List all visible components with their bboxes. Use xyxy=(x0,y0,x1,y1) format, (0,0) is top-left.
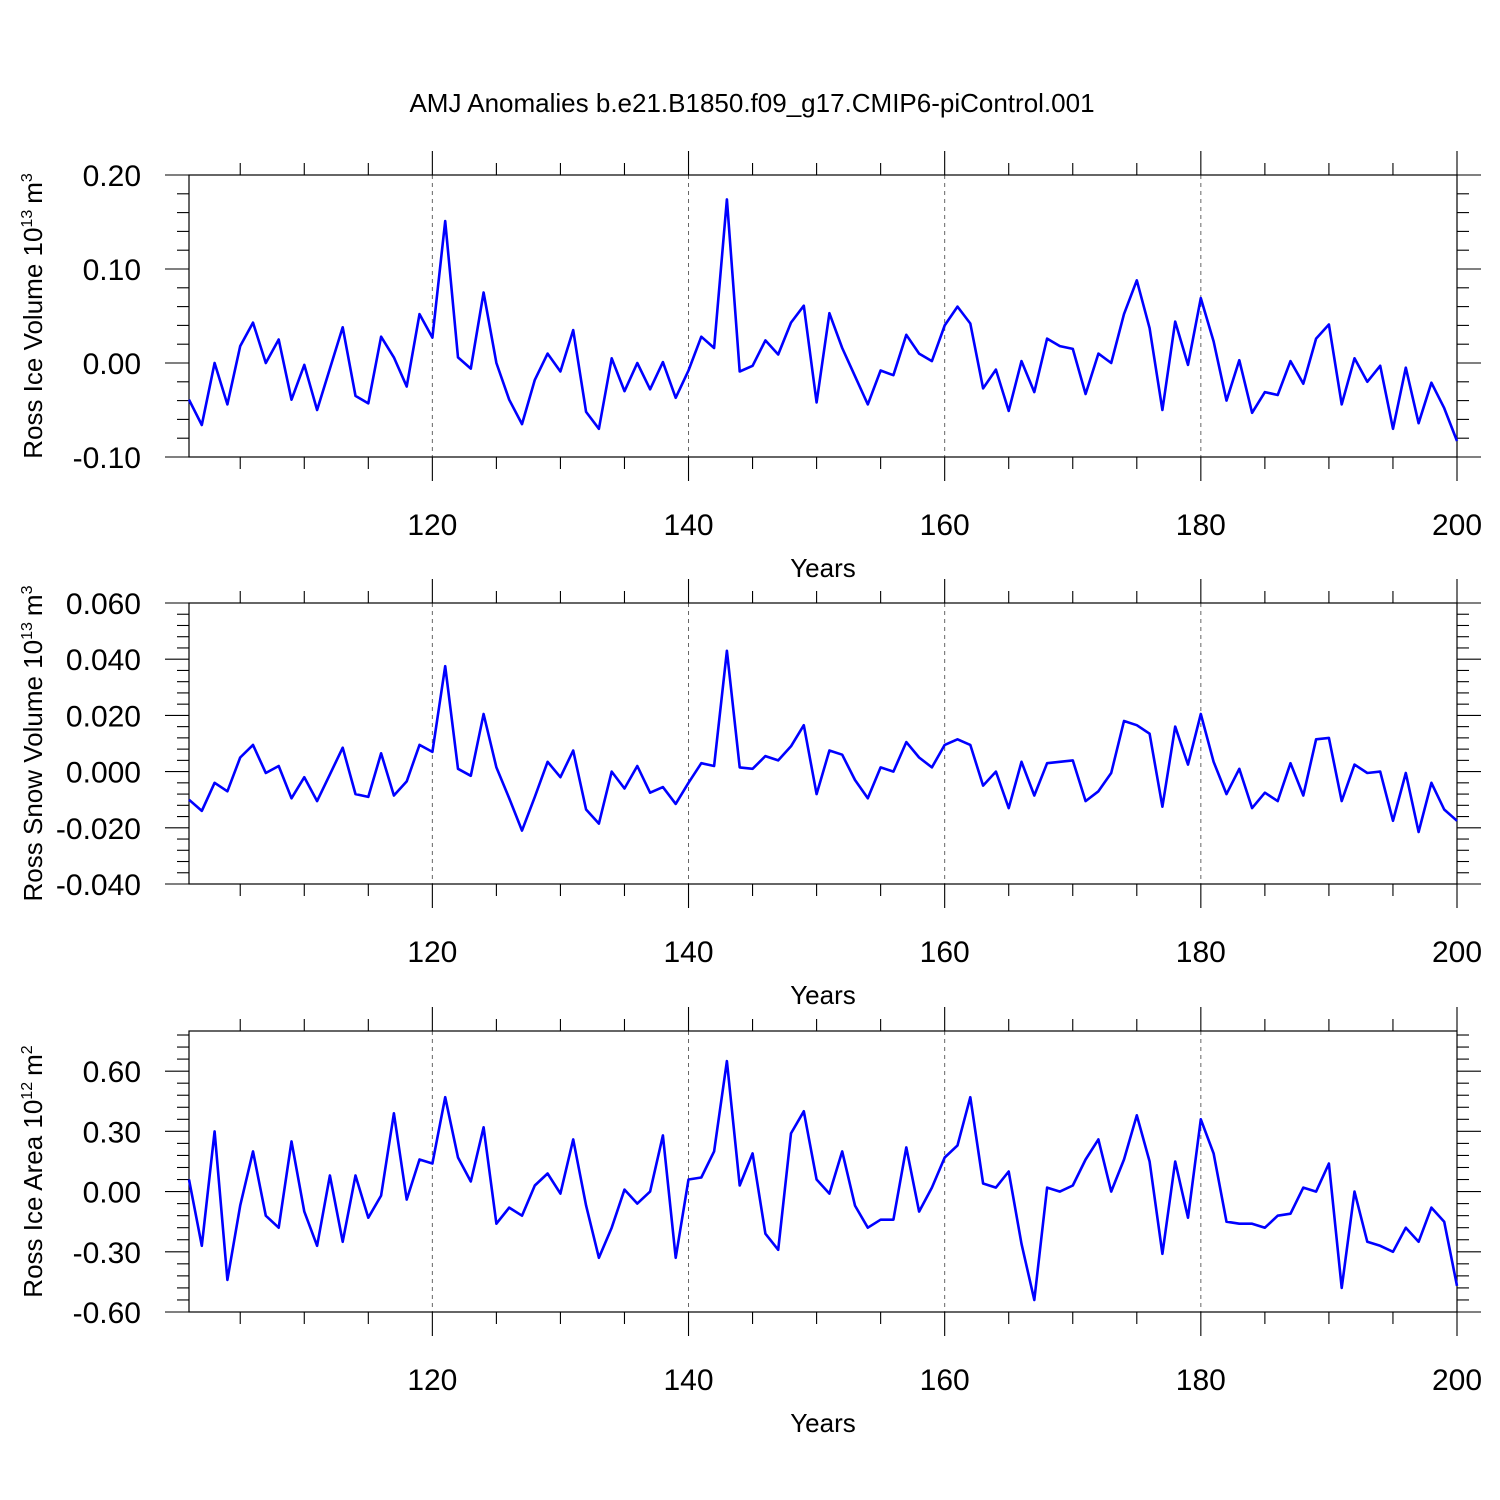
y-axis-title: Ross Snow Volume 1013m3 xyxy=(18,585,48,901)
x-axis-title: Years xyxy=(790,980,856,1010)
y-tick-label: -0.30 xyxy=(73,1237,141,1270)
y-tick-label: 0.020 xyxy=(66,700,141,733)
x-tick-label: 180 xyxy=(1176,936,1226,969)
x-tick-label: 200 xyxy=(1432,509,1482,542)
x-tick-label: 160 xyxy=(920,509,970,542)
x-axis-title: Years xyxy=(790,553,856,583)
x-tick-label: 180 xyxy=(1176,1364,1226,1397)
series-line-ice-volume xyxy=(187,198,1459,442)
x-tick-label: 120 xyxy=(407,509,457,542)
y-tick-label: -0.60 xyxy=(73,1297,141,1330)
x-tick-label: 180 xyxy=(1176,509,1226,542)
series-line-ice-area xyxy=(187,1059,1459,1302)
x-tick-label: 200 xyxy=(1432,936,1482,969)
x-tick-label: 120 xyxy=(407,936,457,969)
y-tick-label: 0.60 xyxy=(83,1056,141,1089)
x-axis-title: Years xyxy=(790,1408,856,1438)
y-axis-title: Ross Ice Area 1012m2 xyxy=(18,1045,48,1297)
panel-ice-area: 120 140 160 180 200 -0.60 -0.30 0.00 0.30 0.60 Ye… xyxy=(18,1007,1482,1438)
y-tick-label: -0.020 xyxy=(56,813,141,846)
y-tick-label: 0.060 xyxy=(66,588,141,621)
plot-frame xyxy=(188,1030,1458,1313)
plot-frame xyxy=(188,174,1458,458)
y-axis-title: Ross Ice Volume 1013m3 xyxy=(18,173,48,459)
panel-ice-volume: 120 140 160 180 200 -0.10 0.00 0.10 0.20 Years R… xyxy=(18,151,1482,583)
y-tick-label: 0.00 xyxy=(83,348,141,381)
y-tick-label: -0.10 xyxy=(73,442,141,475)
series-line-snow-volume xyxy=(188,649,1458,834)
y-tick-label: -0.040 xyxy=(56,869,141,902)
y-tick-label: 0.20 xyxy=(83,160,141,193)
x-tick-label: 120 xyxy=(407,1364,457,1397)
x-tick-label: 140 xyxy=(663,509,713,542)
x-tick-label: 140 xyxy=(663,1364,713,1397)
y-tick-label: 0.10 xyxy=(83,254,141,287)
panel-snow-volume: 120 140 160 180 200 -0.040 -0.020 0.000 0.020 0.0… xyxy=(18,579,1482,1010)
x-tick-label: 160 xyxy=(920,1364,970,1397)
y-tick-label: 0.040 xyxy=(66,644,141,677)
plot-frame xyxy=(188,602,1458,885)
y-tick-label: 0.00 xyxy=(83,1177,141,1210)
x-tick-label: 200 xyxy=(1432,1364,1482,1397)
y-tick-label: 0.000 xyxy=(66,757,141,790)
chart-title: AMJ Anomalies b.e21.B1850.f09_g17.CMIP6-… xyxy=(409,88,1094,118)
x-tick-label: 160 xyxy=(920,936,970,969)
y-tick-label: 0.30 xyxy=(83,1116,141,1149)
x-tick-label: 140 xyxy=(663,936,713,969)
